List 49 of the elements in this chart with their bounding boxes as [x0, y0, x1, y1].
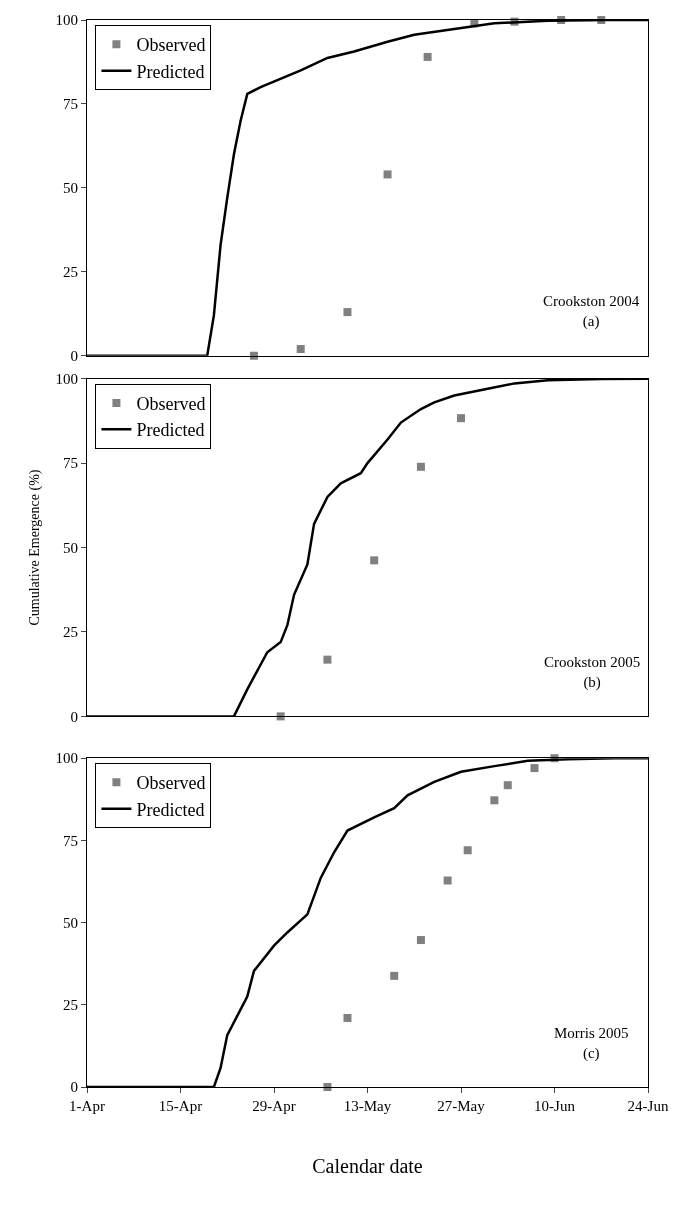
y-tick-label: 25 [63, 624, 78, 641]
point [343, 308, 352, 317]
point [370, 556, 379, 565]
x-tick-label: 27-May [437, 1098, 486, 1114]
point [503, 781, 512, 790]
point [390, 971, 399, 980]
y-tick-label: 100 [55, 750, 78, 767]
point [416, 462, 425, 471]
y-tick-label: 100 [55, 12, 78, 29]
x-tick-label: 13-May [343, 1098, 392, 1114]
point [443, 876, 452, 885]
x-tick-label: 24-Jun [627, 1098, 669, 1114]
y-tick-label: 0 [70, 708, 78, 725]
x-tick-label: 1-Apr [69, 1098, 105, 1114]
legend-label: Predicted [136, 420, 205, 441]
annotation: Morris 2005 (c) [554, 1025, 629, 1062]
legend-label: Predicted [136, 799, 205, 820]
point [383, 170, 392, 179]
point [457, 414, 465, 423]
x-axis-title: Calendar date [312, 1154, 423, 1177]
point [416, 936, 425, 945]
y-tick-label: 100 [55, 370, 78, 387]
y-tick-label: 75 [63, 455, 78, 472]
point [463, 846, 472, 855]
annotation: Crookston 2004 (a) [543, 293, 640, 330]
y-tick-label: 50 [63, 180, 78, 197]
x-tick-label: 15-Apr [158, 1098, 203, 1114]
point [323, 655, 332, 664]
point [423, 52, 432, 61]
legend-label: Observed [136, 35, 206, 56]
y-tick-label: 75 [63, 96, 78, 113]
y-tick-label: 25 [63, 264, 78, 281]
legend-label: Observed [136, 773, 206, 794]
point [296, 345, 305, 354]
y-tick-label: 75 [63, 832, 78, 849]
annotation: Crookston 2005 (b) [544, 654, 641, 691]
y-tick-label: 50 [63, 539, 78, 556]
y-tick-label: 25 [63, 997, 78, 1014]
y-axis-title: Cumulative Emergence (%) [27, 469, 44, 626]
y-tick-label: 0 [70, 347, 78, 364]
y-tick-label: 50 [63, 914, 78, 931]
point [530, 764, 539, 773]
point [343, 1013, 352, 1022]
y-tick-label: 0 [70, 1079, 78, 1096]
point [490, 796, 499, 805]
x-tick-label: 29-Apr [252, 1098, 296, 1114]
legend-label: Predicted [136, 61, 205, 82]
x-tick-label: 10-Jun [534, 1098, 576, 1114]
legend-label: Observed [136, 393, 206, 414]
